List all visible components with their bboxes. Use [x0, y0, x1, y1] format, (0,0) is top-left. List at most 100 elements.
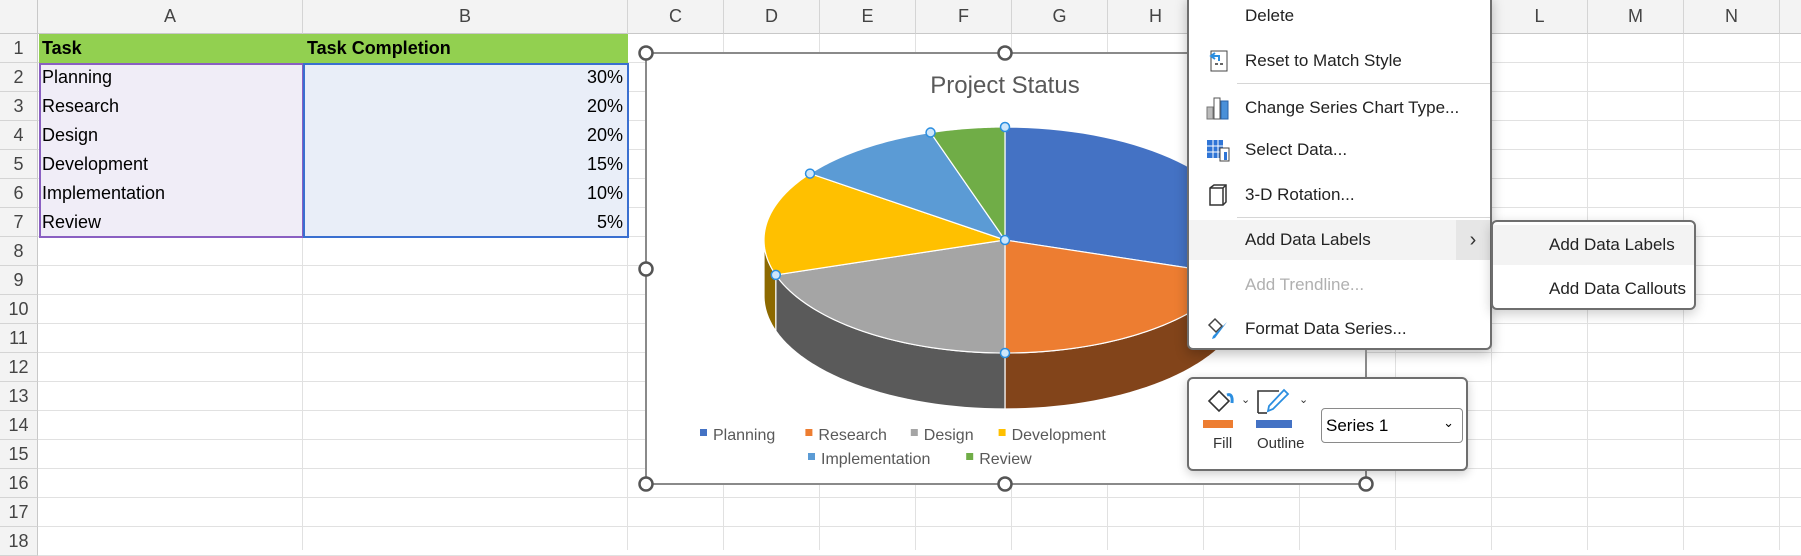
column-header-D[interactable]: D [724, 0, 820, 34]
cell-a7[interactable]: Review [42, 212, 102, 232]
legend-label[interactable]: Implementation [821, 451, 930, 468]
resize-handle[interactable] [638, 476, 654, 492]
submenu-data-labels: Add Data Labels Add Data Callouts [1491, 220, 1696, 310]
legend-label[interactable]: Development [1012, 427, 1107, 444]
menu-item-change-chart-type[interactable]: Change Series Chart Type... [1189, 88, 1490, 128]
legend-label[interactable]: Research [818, 427, 886, 444]
pie-slice-review[interactable] [929, 126, 1006, 242]
pen-outline-icon [1257, 388, 1290, 414]
resize-handle[interactable] [997, 45, 1013, 61]
column-header-C[interactable]: C [628, 0, 724, 34]
row-header-9[interactable]: 9 [0, 266, 38, 295]
cell-b2[interactable]: 30% [586, 67, 623, 87]
cell-a1[interactable]: Task [42, 38, 82, 58]
column-header-E[interactable]: E [820, 0, 916, 34]
row-header-6[interactable]: 6 [0, 179, 38, 208]
header-row-fill [39, 34, 628, 63]
legend-label[interactable]: Design [924, 427, 974, 444]
resize-handle[interactable] [1358, 476, 1374, 492]
chevron-down-icon: ⌄ [1241, 394, 1251, 406]
cell-a2[interactable]: Planning [42, 67, 113, 87]
cell-a3[interactable]: Research [42, 96, 120, 116]
range-b-highlight [303, 63, 629, 238]
legend-label[interactable]: Planning [713, 427, 775, 444]
column-header-G[interactable]: G [1012, 0, 1108, 34]
menu-item-select-data[interactable]: Select Data... [1189, 130, 1490, 170]
row-header-3[interactable]: 3 [0, 92, 38, 121]
row-header-10[interactable]: 10 [0, 295, 38, 324]
menu-label: Select Data... [1245, 140, 1348, 159]
menu-item-reset-style[interactable]: Reset to Match Style [1189, 41, 1490, 81]
fill-button[interactable]: ⌄ [1201, 387, 1251, 433]
data-point-handle[interactable] [999, 121, 1011, 133]
column-header-M[interactable]: M [1588, 0, 1684, 34]
context-menu: Delete Reset to Match Style Change Serie… [1187, 0, 1492, 350]
menu-separator [1237, 83, 1490, 84]
column-header-F[interactable]: F [916, 0, 1012, 34]
chart-title[interactable]: Project Status [930, 72, 1079, 99]
menu-item-add-data-labels[interactable]: Add Data Labels › [1189, 220, 1490, 260]
resize-handle[interactable] [638, 45, 654, 61]
chevron-down-icon: ⌄ [1299, 394, 1309, 406]
row-header-7[interactable]: 7 [0, 208, 38, 237]
gridline [38, 526, 1801, 527]
row-header-5[interactable]: 5 [0, 150, 38, 179]
menu-label: Reset to Match Style [1245, 51, 1402, 70]
resize-handle[interactable] [638, 261, 654, 277]
cell-b5[interactable]: 15% [586, 154, 623, 174]
menu-item-format-data-series[interactable]: Format Data Series... [1189, 309, 1490, 349]
legend-label[interactable]: Review [979, 451, 1032, 468]
row-header-17[interactable]: 17 [0, 498, 38, 527]
menu-label: Change Series Chart Type... [1245, 98, 1460, 117]
submenu-item-add-data-labels[interactable]: Add Data Labels [1493, 225, 1694, 265]
select-all-corner[interactable] [0, 0, 38, 34]
pie-slice-implementation[interactable] [808, 131, 1007, 242]
data-point-handle[interactable] [999, 347, 1011, 359]
cell-b6[interactable]: 10% [586, 183, 623, 203]
row-header-12[interactable]: 12 [0, 353, 38, 382]
data-point-handle[interactable] [804, 168, 816, 179]
paint-bucket-icon [1207, 389, 1234, 413]
column-header-N[interactable]: N [1684, 0, 1780, 34]
column-header-B[interactable]: B [303, 0, 628, 34]
cell-a5[interactable]: Development [42, 154, 149, 174]
legend-swatch [805, 429, 813, 436]
gridline [302, 34, 303, 550]
pie-slice-development[interactable] [763, 172, 1006, 276]
column-header-A[interactable]: A [38, 0, 303, 34]
outline-button[interactable]: ⌄ [1255, 387, 1313, 433]
menu-item-3d-rotation[interactable]: 3-D Rotation... [1189, 175, 1490, 215]
data-point-handle[interactable] [999, 234, 1011, 246]
row-header-16[interactable]: 16 [0, 469, 38, 498]
cell-a6[interactable]: Implementation [42, 183, 166, 203]
row-header-8[interactable]: 8 [0, 237, 38, 266]
menu-label: Add Data Callouts [1549, 279, 1687, 298]
legend-swatch [998, 429, 1006, 436]
cell-b7[interactable]: 5% [596, 212, 623, 232]
row-header-13[interactable]: 13 [0, 382, 38, 411]
data-point-handle[interactable] [925, 127, 936, 138]
row-header-14[interactable]: 14 [0, 411, 38, 440]
cell-a4[interactable]: Design [42, 125, 99, 145]
data-point-handle[interactable] [770, 269, 782, 281]
column-header-extra[interactable] [1780, 0, 1801, 34]
series-select[interactable]: Series 1 ⌄ [1321, 408, 1463, 443]
submenu-item-add-data-callouts[interactable]: Add Data Callouts [1493, 269, 1694, 309]
cell-b1[interactable]: Task Completion [307, 38, 451, 58]
cell-b3[interactable]: 20% [586, 96, 623, 116]
row-header-11[interactable]: 11 [0, 324, 38, 353]
menu-item-delete[interactable]: Delete [1189, 0, 1490, 36]
cell-b4[interactable]: 20% [586, 125, 623, 145]
row-header-15[interactable]: 15 [0, 440, 38, 469]
mini-toolbar: ⌄ Fill ⌄ Outline Series 1 ⌄ [1187, 377, 1468, 471]
chevron-right-icon: › [1456, 220, 1490, 260]
column-header-L[interactable]: L [1492, 0, 1588, 34]
menu-label: Format Data Series... [1245, 319, 1407, 338]
select-data-icon [1207, 140, 1230, 162]
row-header-2[interactable]: 2 [0, 63, 38, 92]
row-header-1[interactable]: 1 [0, 34, 38, 63]
pie-slice-design[interactable] [774, 239, 1006, 354]
row-header-4[interactable]: 4 [0, 121, 38, 150]
menu-item-add-trendline: Add Trendline... [1189, 265, 1490, 305]
resize-handle[interactable] [997, 476, 1013, 492]
